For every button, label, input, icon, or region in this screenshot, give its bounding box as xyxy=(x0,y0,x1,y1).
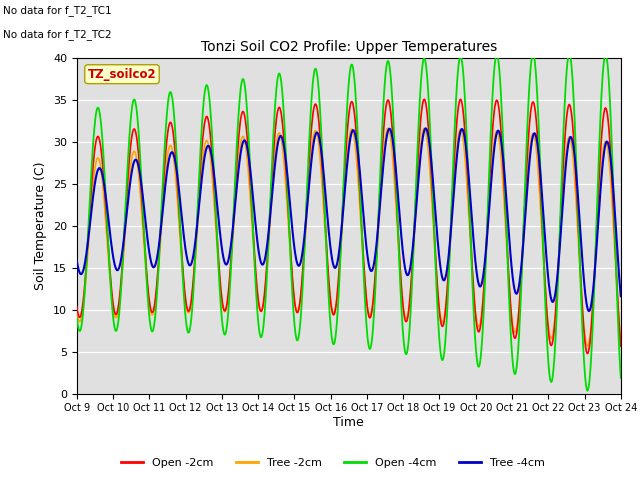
Text: TZ_soilco2: TZ_soilco2 xyxy=(88,68,156,81)
Text: No data for f_T2_TC2: No data for f_T2_TC2 xyxy=(3,29,112,40)
X-axis label: Time: Time xyxy=(333,416,364,429)
Title: Tonzi Soil CO2 Profile: Upper Temperatures: Tonzi Soil CO2 Profile: Upper Temperatur… xyxy=(201,40,497,54)
Text: No data for f_T2_TC1: No data for f_T2_TC1 xyxy=(3,5,112,16)
Legend: Open -2cm, Tree -2cm, Open -4cm, Tree -4cm: Open -2cm, Tree -2cm, Open -4cm, Tree -4… xyxy=(116,453,549,472)
Y-axis label: Soil Temperature (C): Soil Temperature (C) xyxy=(35,161,47,290)
